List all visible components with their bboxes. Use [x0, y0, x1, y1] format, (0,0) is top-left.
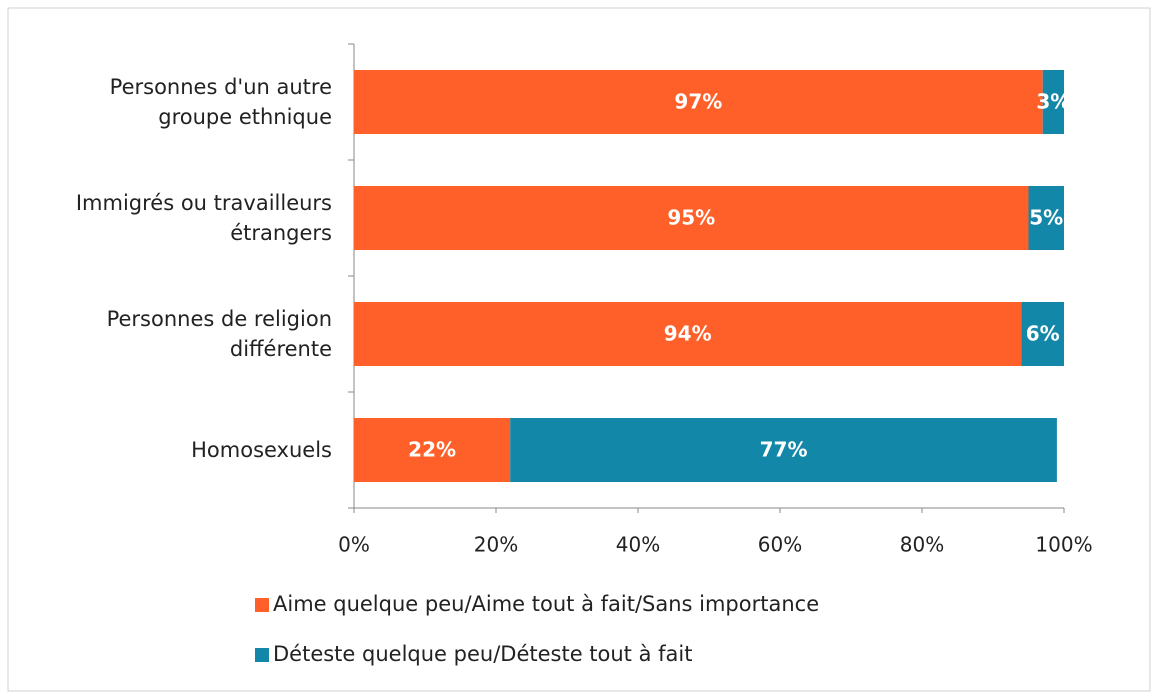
- legend-label: Déteste quelque peu/Déteste tout à fait: [273, 642, 692, 666]
- category-label: Personnes de religion différente: [106, 307, 332, 361]
- value-label: 3%: [1036, 90, 1070, 114]
- value-label: 6%: [1026, 322, 1060, 346]
- value-label: 77%: [760, 438, 808, 462]
- x-tick-label: 80%: [900, 533, 944, 557]
- value-label: 5%: [1029, 206, 1063, 230]
- bar-segment: [1021, 302, 1064, 366]
- legend-swatch: [255, 648, 269, 662]
- x-tick-label: 40%: [616, 533, 660, 557]
- category-label: Homosexuels: [191, 438, 332, 462]
- category-label: Personnes d'un autre groupe ethnique: [109, 75, 332, 129]
- x-tick-label: 100%: [1035, 533, 1092, 557]
- bar-segment: [1042, 70, 1064, 134]
- bar-segment: [354, 70, 1043, 134]
- x-tick-label: 60%: [758, 533, 802, 557]
- value-label: 95%: [667, 206, 715, 230]
- x-tick-label: 0%: [338, 533, 370, 557]
- bar-segment: [354, 186, 1029, 250]
- legend-label: Aime quelque peu/Aime tout à fait/Sans i…: [273, 592, 819, 616]
- legend-swatch: [255, 598, 269, 612]
- value-label: 94%: [664, 322, 712, 346]
- value-label: 22%: [408, 438, 456, 462]
- category-label: Immigrés ou travailleurs étrangers: [75, 191, 332, 245]
- bar-segment: [354, 302, 1022, 366]
- chart-frame: [7, 7, 1151, 692]
- bar-segment: [354, 418, 511, 482]
- bar-segment: [1028, 186, 1064, 250]
- value-label: 97%: [674, 90, 722, 114]
- x-tick-label: 20%: [474, 533, 518, 557]
- bar-segment: [510, 418, 1057, 482]
